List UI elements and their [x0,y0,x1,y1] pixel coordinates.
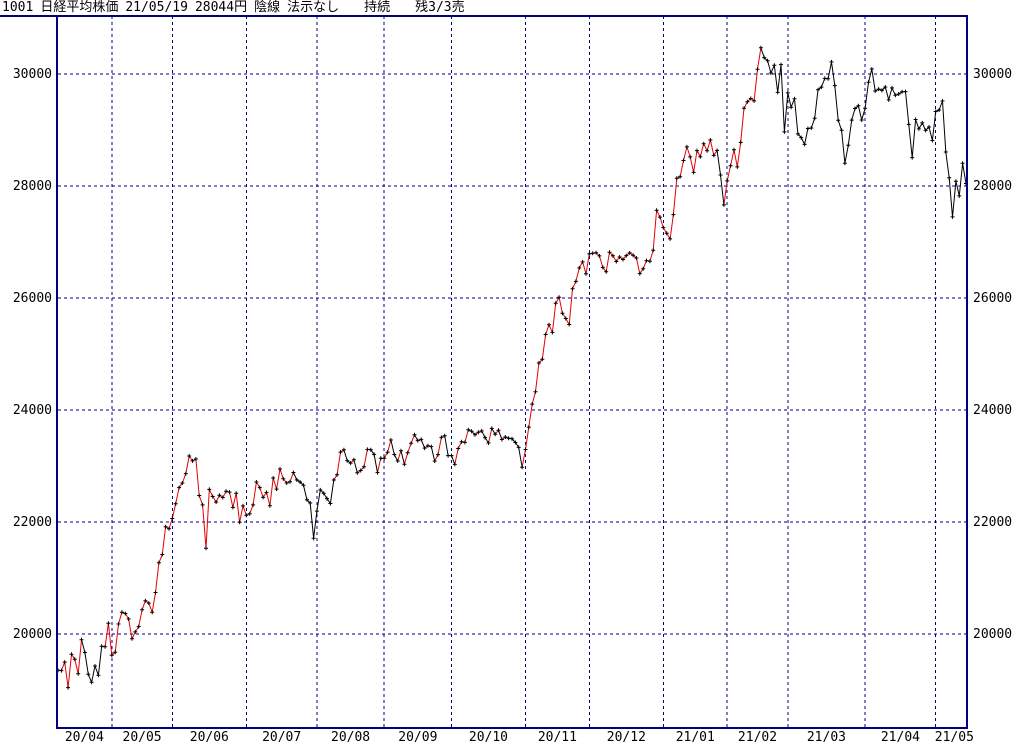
title-bar: 1001 日経平均株価 21/05/19 28044円 陰線 法示なし 持続 残… [2,0,465,16]
x-axis-label: 21/04 [881,730,920,745]
stock-name: 日経平均株価 [40,0,119,15]
y-axis-label-right: 28000 [973,179,1012,194]
y-axis-label-right: 30000 [973,67,1012,82]
x-axis-label: 20/10 [469,730,508,745]
y-axis-label-left: 24000 [13,403,52,418]
y-axis-label-right: 20000 [973,627,1012,642]
y-axis-label-left: 28000 [13,179,52,194]
price-line-up [57,47,762,688]
x-axis-label: 20/07 [262,730,301,745]
y-axis-label-right: 24000 [973,403,1012,418]
y-axis-label-right: 22000 [973,515,1012,530]
x-axis-label: 20/09 [398,730,437,745]
quote-date: 21/05/19 [125,0,188,15]
y-axis-label-right: 26000 [973,291,1012,306]
x-axis-label: 20/11 [538,730,577,745]
display-note: 法示なし [287,0,340,15]
data-point-markers [56,45,968,690]
signal-status: 持続 [364,0,391,15]
y-axis-label-left: 22000 [13,515,52,530]
y-axis-label-left: 30000 [13,67,52,82]
y-axis-label-left: 20000 [13,627,52,642]
price-line-down [81,47,967,683]
signal-remaining: 残3/3売 [415,0,465,15]
x-axis-label: 20/04 [65,730,104,745]
x-axis-label: 21/03 [807,730,846,745]
quote-price: 28044円 [194,0,248,15]
x-axis-label: 20/12 [607,730,646,745]
x-axis-label: 21/02 [738,730,777,745]
stock-code: 1001 [2,0,34,15]
x-axis-label: 20/06 [190,730,229,745]
x-axis-label: 20/08 [331,730,370,745]
y-axis-label-left: 26000 [13,291,52,306]
chart-frame [56,15,968,729]
x-axis-label: 21/01 [676,730,715,745]
candle-type: 陰線 [254,0,281,15]
x-axis-label: 20/05 [123,730,162,745]
x-axis-label: 21/05 [935,730,974,745]
